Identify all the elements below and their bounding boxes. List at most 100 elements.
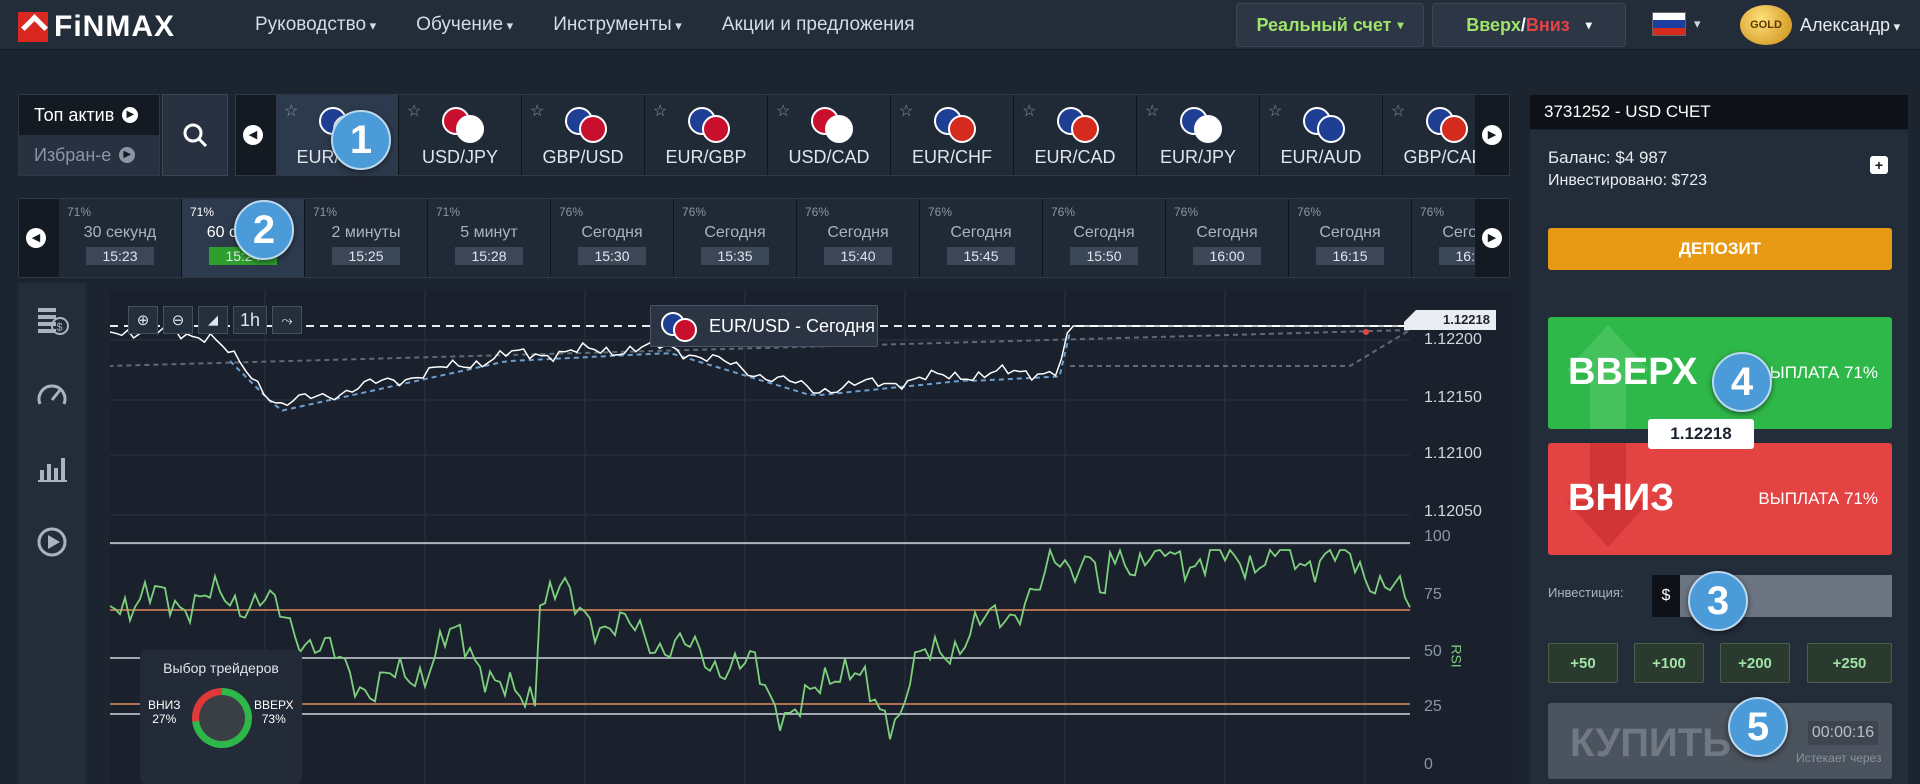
tool-indicators[interactable] xyxy=(18,431,86,505)
expiry-option[interactable]: 76% Сегодня 15:35 xyxy=(674,199,797,277)
chart-pair-text: EUR/USD - Сегодня xyxy=(709,315,875,336)
mode-separator: / xyxy=(1520,14,1526,35)
logo[interactable]: FiNMAX xyxy=(18,10,175,44)
language-chevron-down-icon[interactable]: ▾ xyxy=(1694,16,1701,31)
flag-icon xyxy=(1194,115,1222,143)
expiry-time: 16:15 xyxy=(1316,247,1384,265)
step-badge-1: 1 xyxy=(331,110,391,170)
gold-status-badge: GOLD xyxy=(1740,5,1792,45)
expiry-option[interactable]: 71% 2 минуты 15:25 xyxy=(305,199,428,277)
asset-card[interactable]: ☆ USD/CAD xyxy=(768,95,891,175)
expiry-label: 30 секунд xyxy=(83,224,157,241)
star-icon[interactable]: ☆ xyxy=(899,103,914,120)
top-bar: FiNMAX Руководство Обучение Инструменты … xyxy=(0,0,1920,50)
star-icon[interactable]: ☆ xyxy=(1268,103,1283,120)
put-down-button[interactable]: ВНИЗ ВЫПЛАТА 71% xyxy=(1548,443,1892,555)
bar-chart-icon xyxy=(38,458,67,482)
trade-mode-dropdown[interactable]: Вверх / Вниз ▾ xyxy=(1432,3,1626,47)
expand-plus-icon[interactable]: + xyxy=(1870,156,1888,174)
language-flag-icon[interactable] xyxy=(1652,12,1686,36)
star-icon[interactable]: ☆ xyxy=(530,103,545,120)
expiry-scroll-left[interactable]: ◀ xyxy=(19,199,53,277)
down-payout: ВЫПЛАТА 71% xyxy=(1758,489,1878,508)
asset-name: GBP/USD xyxy=(542,147,624,167)
indicator-button[interactable]: ⤳ xyxy=(272,306,302,334)
expiry-option[interactable]: 76% Сегодня 15:40 xyxy=(797,199,920,277)
asset-card[interactable]: ☆ USD/JPY xyxy=(399,95,522,175)
asset-card[interactable]: ☆ EUR/GBP xyxy=(645,95,768,175)
expiry-label: Сегодня xyxy=(581,224,643,241)
step-badge-2: 2 xyxy=(234,200,294,260)
nav-promotions[interactable]: Акции и предложения xyxy=(721,14,915,35)
zoom-out-button[interactable]: ⊖ xyxy=(163,306,193,334)
star-icon[interactable]: ☆ xyxy=(1022,103,1037,120)
pair-flags-icon xyxy=(1180,107,1224,143)
expiry-scroll-right[interactable]: ▶ xyxy=(1475,199,1509,277)
expiry-payout: 71% xyxy=(190,205,215,219)
traders-down-label: ВНИЗ xyxy=(148,698,181,712)
quick-add-200-button[interactable]: +200 xyxy=(1720,643,1790,683)
flag-icon xyxy=(1317,115,1345,143)
expiry-option[interactable]: 76% Сегодня 16:00 xyxy=(1166,199,1289,277)
expiry-label: 2 минуты xyxy=(331,224,401,241)
star-icon[interactable]: ☆ xyxy=(284,103,299,120)
traders-up: ВВЕРХ 73% xyxy=(254,698,293,726)
search-icon xyxy=(183,123,208,148)
star-icon[interactable]: ☆ xyxy=(776,103,791,120)
nav-education[interactable]: Обучение xyxy=(416,14,513,36)
asset-name: EUR/JPY xyxy=(1159,147,1237,167)
tab-top-assets[interactable]: Топ актив ▶ xyxy=(19,95,159,135)
nav-guide[interactable]: Руководство xyxy=(255,14,376,36)
tool-analytics[interactable] xyxy=(18,357,86,431)
quick-add-250-button[interactable]: +250 xyxy=(1807,643,1892,683)
tab-favorites[interactable]: Избран-е ▶ xyxy=(19,135,159,175)
pair-flags-icon xyxy=(442,107,486,143)
expiry-option[interactable]: 71% 5 минут 15:28 xyxy=(428,199,551,277)
deposit-button[interactable]: ДЕПОЗИТ xyxy=(1548,228,1892,270)
nav-tools[interactable]: Инструменты xyxy=(553,14,682,36)
down-label: ВНИЗ xyxy=(1568,477,1675,519)
asset-card[interactable]: ☆ EUR/CAD xyxy=(1014,95,1137,175)
star-icon[interactable]: ☆ xyxy=(1145,103,1160,120)
asset-name: EUR/AUD xyxy=(1280,147,1362,167)
zoom-in-button[interactable]: ⊕ xyxy=(128,306,158,334)
asset-card[interactable]: ☆ EUR/JPY xyxy=(1137,95,1260,175)
tool-video[interactable] xyxy=(18,505,86,579)
trade-panel: 3731252 - USD СЧЕТ Баланс: $4 987 Инвест… xyxy=(1530,95,1920,784)
current-price-tag: 1.12218 xyxy=(1404,310,1496,330)
asset-search-button[interactable] xyxy=(162,94,228,176)
asset-card[interactable]: ☆ EUR/AUD xyxy=(1260,95,1383,175)
price-chart[interactable] xyxy=(110,290,1512,784)
expiry-payout: 71% xyxy=(436,205,461,219)
buy-label: КУПИТЬ xyxy=(1570,721,1731,765)
tab-favorites-label: Избран-е xyxy=(34,144,112,165)
timeframe-button[interactable]: 1h xyxy=(233,306,267,334)
asset-card[interactable]: ☆ EUR/CHF xyxy=(891,95,1014,175)
expiry-option[interactable]: 71% 30 секунд 15:23 xyxy=(59,199,182,277)
user-menu[interactable]: Александр xyxy=(1800,15,1900,36)
asset-name: GBP/CAD xyxy=(1403,147,1485,167)
quick-add-100-button[interactable]: +100 xyxy=(1634,643,1704,683)
pair-flags-icon xyxy=(1303,107,1347,143)
expiry-option[interactable]: 76% Сегодня 16:15 xyxy=(1289,199,1412,277)
buy-button[interactable]: КУПИТЬ 00:00:16 Истекает через xyxy=(1548,703,1892,779)
star-icon[interactable]: ☆ xyxy=(1391,103,1406,120)
tool-trades[interactable]: $ xyxy=(18,283,86,357)
quick-add-50-button[interactable]: +50 xyxy=(1548,643,1618,683)
rsi-label: RSI xyxy=(1448,644,1465,668)
expiry-time: 15:40 xyxy=(824,247,892,265)
asset-name: USD/CAD xyxy=(788,147,870,167)
asset-card[interactable]: ☆ GBP/USD xyxy=(522,95,645,175)
star-icon[interactable]: ☆ xyxy=(653,103,668,120)
expires-label: Истекает через xyxy=(1796,751,1882,765)
chart-type-button[interactable]: ◢ xyxy=(198,306,228,334)
expiry-payout: 76% xyxy=(559,205,584,219)
expiry-option[interactable]: 76% Сегодня 15:45 xyxy=(920,199,1043,277)
account-type-dropdown[interactable]: Реальный счет ▾ xyxy=(1236,3,1424,47)
expiry-option[interactable]: 76% Сегодня 15:50 xyxy=(1043,199,1166,277)
assets-scroll-right[interactable]: ▶ xyxy=(1475,95,1509,175)
assets-scroll-left[interactable]: ◀ xyxy=(236,95,270,175)
star-icon[interactable]: ☆ xyxy=(407,103,422,120)
asset-list: ☆EUR/USD☆USD/JPY☆GBP/USD☆EUR/GBP☆USD/CAD… xyxy=(276,95,1506,175)
expiry-option[interactable]: 76% Сегодня 15:30 xyxy=(551,199,674,277)
